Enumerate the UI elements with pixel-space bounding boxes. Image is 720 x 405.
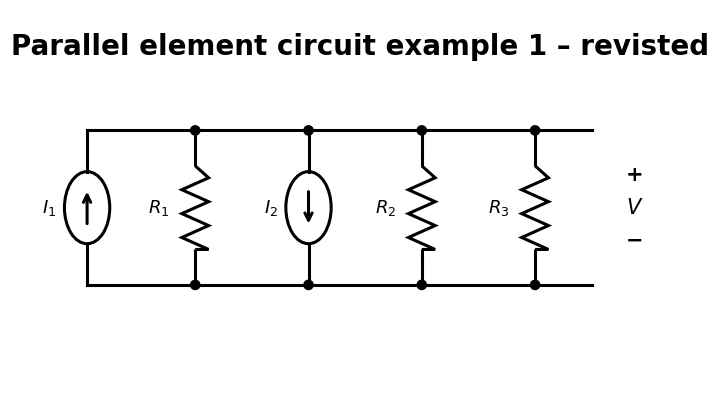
Circle shape: [531, 126, 540, 135]
Text: $I_1$: $I_1$: [42, 198, 56, 217]
Text: $V$: $V$: [626, 198, 644, 217]
Circle shape: [191, 126, 200, 135]
Text: $R_1$: $R_1$: [148, 198, 169, 217]
Circle shape: [417, 280, 426, 290]
Text: +: +: [626, 165, 644, 185]
Text: $R_2$: $R_2$: [375, 198, 396, 217]
Text: −: −: [626, 230, 644, 251]
Text: $R_3$: $R_3$: [488, 198, 509, 217]
Text: $I_2$: $I_2$: [264, 198, 278, 217]
Circle shape: [531, 280, 540, 290]
Circle shape: [304, 280, 313, 290]
Circle shape: [304, 126, 313, 135]
Circle shape: [191, 280, 200, 290]
Circle shape: [417, 126, 426, 135]
Title: Parallel element circuit example 1 – revisted: Parallel element circuit example 1 – rev…: [11, 33, 709, 61]
